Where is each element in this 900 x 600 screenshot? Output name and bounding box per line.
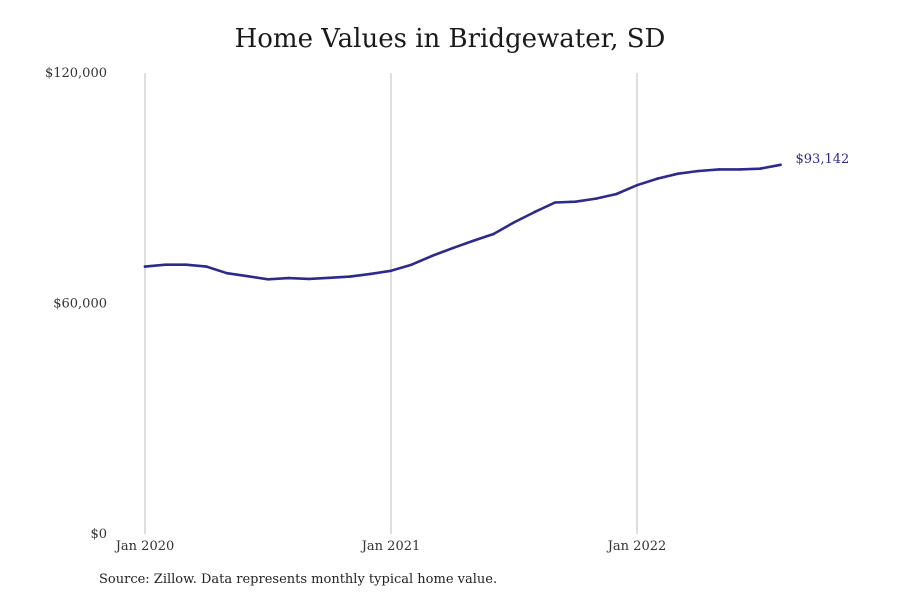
x-axis-labels: Jan 2020 Jan 2021 Jan 2022 bbox=[114, 539, 667, 554]
data-point bbox=[389, 269, 393, 273]
source-note: Source: Zillow. Data represents monthly … bbox=[99, 572, 498, 587]
data-point bbox=[328, 276, 331, 280]
y-axis-labels: $0 $60,000 $120,000 bbox=[45, 66, 107, 542]
y-tick-label: $0 bbox=[90, 527, 107, 542]
data-point bbox=[143, 265, 147, 268]
end-value-label: $93,142 bbox=[796, 152, 850, 167]
data-point bbox=[533, 210, 536, 214]
data-point bbox=[574, 200, 577, 203]
data-point bbox=[492, 232, 495, 236]
chart-title: Home Values in Bridgewater, SD bbox=[234, 24, 666, 54]
data-point bbox=[676, 172, 680, 175]
data-point bbox=[369, 272, 372, 276]
data-point bbox=[184, 263, 188, 267]
data-point bbox=[635, 183, 639, 187]
x-tick-label: Jan 2020 bbox=[114, 539, 175, 554]
data-point bbox=[348, 275, 352, 278]
data-point bbox=[512, 221, 516, 224]
series-line bbox=[143, 163, 782, 281]
data-point bbox=[553, 201, 557, 204]
data-point bbox=[225, 271, 229, 275]
data-point bbox=[266, 278, 270, 281]
data-point bbox=[430, 254, 434, 258]
data-point bbox=[410, 263, 413, 267]
data-point bbox=[307, 277, 311, 281]
y-tick-label: $120,000 bbox=[45, 66, 107, 81]
gridlines bbox=[144, 73, 638, 534]
data-point bbox=[205, 265, 208, 268]
data-point bbox=[164, 263, 167, 267]
data-point bbox=[594, 197, 598, 200]
data-point bbox=[471, 239, 475, 243]
y-tick-label: $60,000 bbox=[53, 297, 107, 312]
data-point bbox=[451, 246, 454, 250]
data-point bbox=[697, 169, 700, 173]
data-point bbox=[287, 276, 290, 280]
data-point bbox=[656, 177, 659, 180]
data-point bbox=[717, 168, 721, 171]
x-tick-label: Jan 2022 bbox=[606, 539, 667, 554]
data-point bbox=[615, 192, 618, 196]
data-point bbox=[758, 167, 762, 170]
series-group bbox=[143, 163, 782, 281]
x-tick-label: Jan 2021 bbox=[360, 539, 421, 554]
data-point bbox=[738, 168, 741, 171]
data-point bbox=[246, 274, 249, 278]
data-point bbox=[779, 163, 782, 167]
